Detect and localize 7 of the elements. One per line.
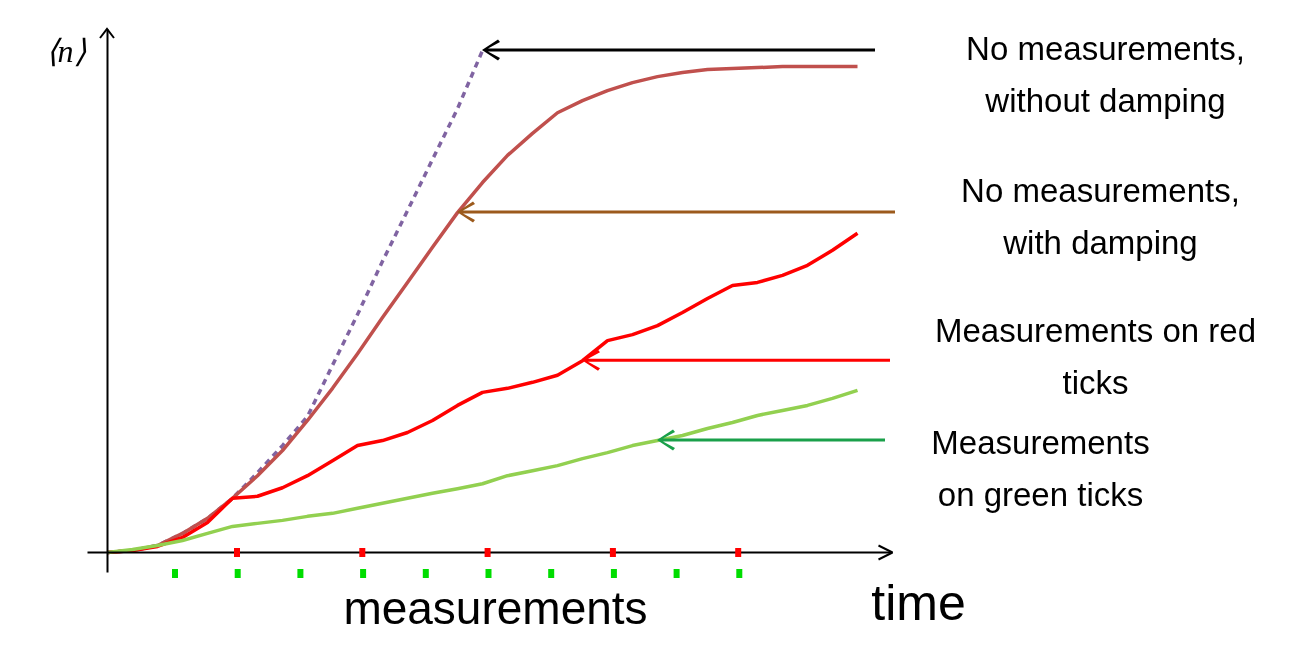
text: Measurements on red ticks — [935, 312, 1256, 401]
text: No measurements, without damping — [966, 30, 1245, 119]
text: Measurements on green ticks — [931, 424, 1150, 513]
x-axis-title: time — [871, 574, 966, 631]
y-axis-title: ⟨n⟩ — [45, 32, 87, 69]
text: No measurements, with damping — [961, 172, 1240, 261]
text: measurements — [343, 581, 648, 634]
